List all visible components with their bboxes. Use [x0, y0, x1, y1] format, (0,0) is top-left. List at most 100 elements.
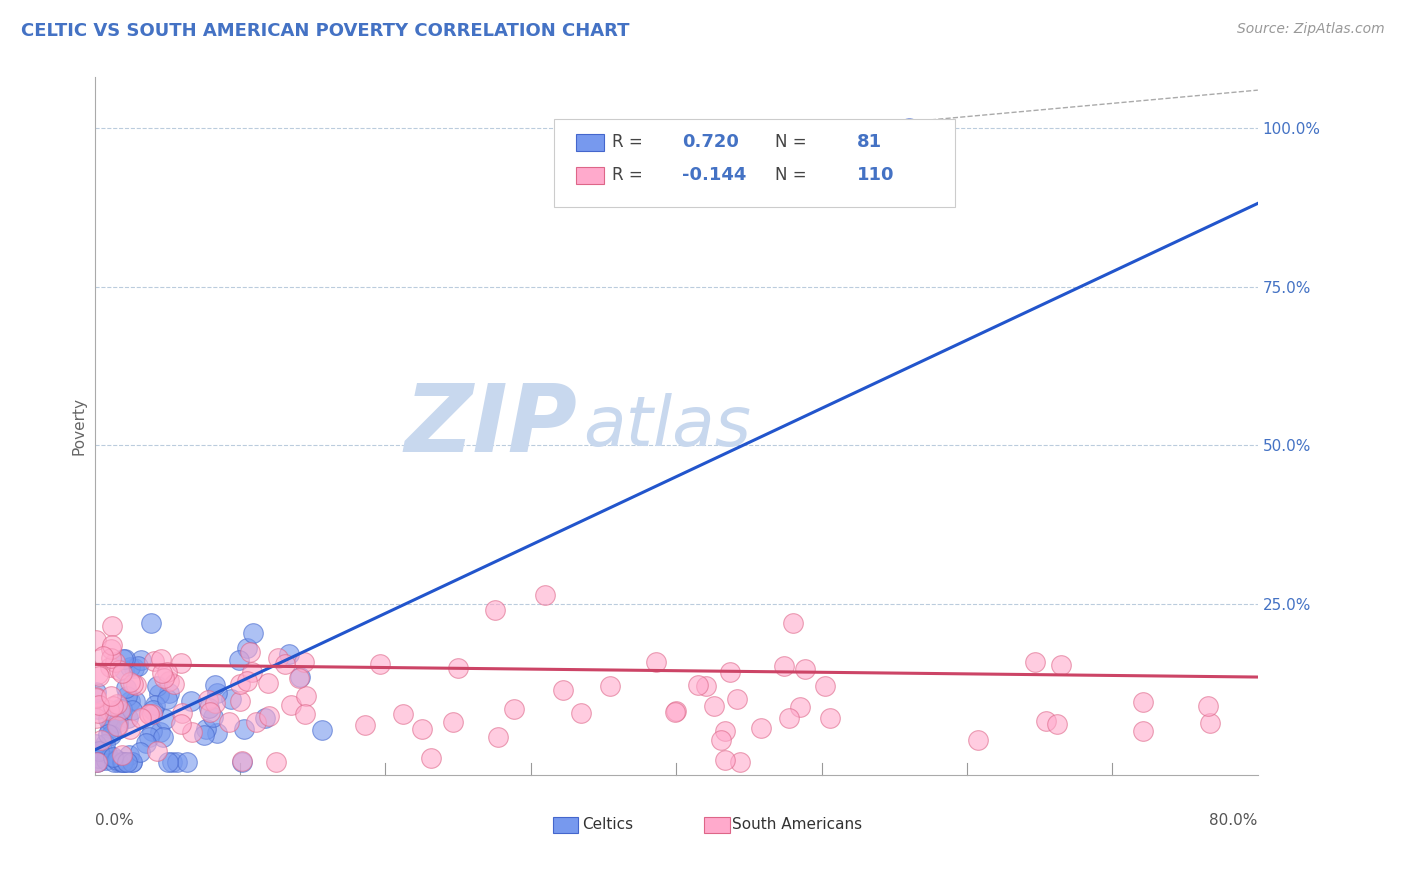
Point [571, 706, 593, 720]
Point [170, 706, 193, 721]
Text: atlas: atlas [583, 392, 751, 460]
Point [311, 723, 333, 737]
Point [198, 701, 221, 715]
Point [143, 654, 166, 668]
Point [103, 750, 125, 764]
Point [254, 710, 277, 724]
Point [202, 710, 225, 724]
Point [242, 625, 264, 640]
Point [198, 705, 221, 719]
Point [146, 679, 169, 693]
Point [180, 694, 202, 708]
Point [664, 705, 686, 719]
Point [160, 755, 183, 769]
Point [294, 706, 316, 721]
Point [229, 694, 252, 708]
Text: ZIP: ZIP [405, 380, 578, 473]
Point [107, 714, 129, 729]
Point [193, 728, 215, 742]
Point [1046, 716, 1069, 731]
Point [170, 656, 193, 670]
Point [157, 686, 180, 700]
Point [90, 743, 112, 757]
Point [111, 702, 134, 716]
Point [368, 657, 391, 671]
Point [87, 750, 110, 764]
Text: N =: N = [775, 166, 811, 184]
Point [96, 746, 118, 760]
Point [245, 714, 267, 729]
Point [205, 686, 228, 700]
Point [288, 671, 311, 685]
Point [231, 755, 253, 769]
Point [89, 668, 111, 682]
Point [236, 641, 259, 656]
Point [115, 681, 138, 696]
Point [143, 698, 166, 713]
Point [782, 616, 804, 631]
Point [103, 755, 125, 769]
Point [87, 701, 110, 715]
Point [688, 678, 710, 692]
Text: South Americans: South Americans [733, 817, 862, 831]
Point [392, 707, 415, 722]
Point [112, 663, 135, 677]
Point [1024, 655, 1046, 669]
Point [599, 679, 621, 693]
Point [150, 666, 173, 681]
Point [115, 755, 138, 769]
Text: CELTIC VS SOUTH AMERICAN POVERTY CORRELATION CHART: CELTIC VS SOUTH AMERICAN POVERTY CORRELA… [21, 22, 630, 40]
Point [149, 724, 172, 739]
Point [141, 707, 163, 722]
Point [176, 755, 198, 769]
FancyBboxPatch shape [576, 167, 605, 184]
Point [97, 702, 120, 716]
Point [794, 662, 817, 676]
Point [105, 719, 128, 733]
Point [484, 603, 506, 617]
Point [294, 689, 316, 703]
Point [100, 728, 122, 742]
Point [96, 753, 118, 767]
Point [100, 721, 122, 735]
Point [156, 692, 179, 706]
Point [502, 701, 524, 715]
Point [273, 657, 295, 671]
Point [121, 677, 143, 691]
Point [231, 754, 253, 768]
Point [967, 732, 990, 747]
Point [84, 684, 107, 698]
Point [127, 659, 149, 673]
Point [107, 755, 129, 769]
Point [419, 750, 441, 764]
Point [111, 755, 134, 769]
Point [122, 660, 145, 674]
Point [239, 645, 262, 659]
Point [142, 703, 165, 717]
Point [108, 663, 131, 677]
Point [84, 633, 107, 648]
Point [101, 716, 124, 731]
Point [111, 747, 134, 762]
FancyBboxPatch shape [554, 120, 956, 207]
Text: R =: R = [612, 133, 648, 152]
Point [1132, 724, 1154, 739]
FancyBboxPatch shape [553, 816, 578, 833]
Point [166, 755, 188, 769]
Point [108, 702, 131, 716]
Point [97, 727, 120, 741]
Point [1199, 716, 1222, 731]
Point [124, 694, 146, 708]
Point [121, 755, 143, 769]
Point [148, 687, 170, 701]
Point [169, 716, 191, 731]
Point [149, 651, 172, 665]
Point [152, 671, 174, 685]
Point [111, 652, 134, 666]
Point [98, 660, 121, 674]
Point [121, 755, 143, 769]
Point [138, 707, 160, 722]
Point [228, 653, 250, 667]
FancyBboxPatch shape [704, 816, 730, 833]
Point [114, 652, 136, 666]
